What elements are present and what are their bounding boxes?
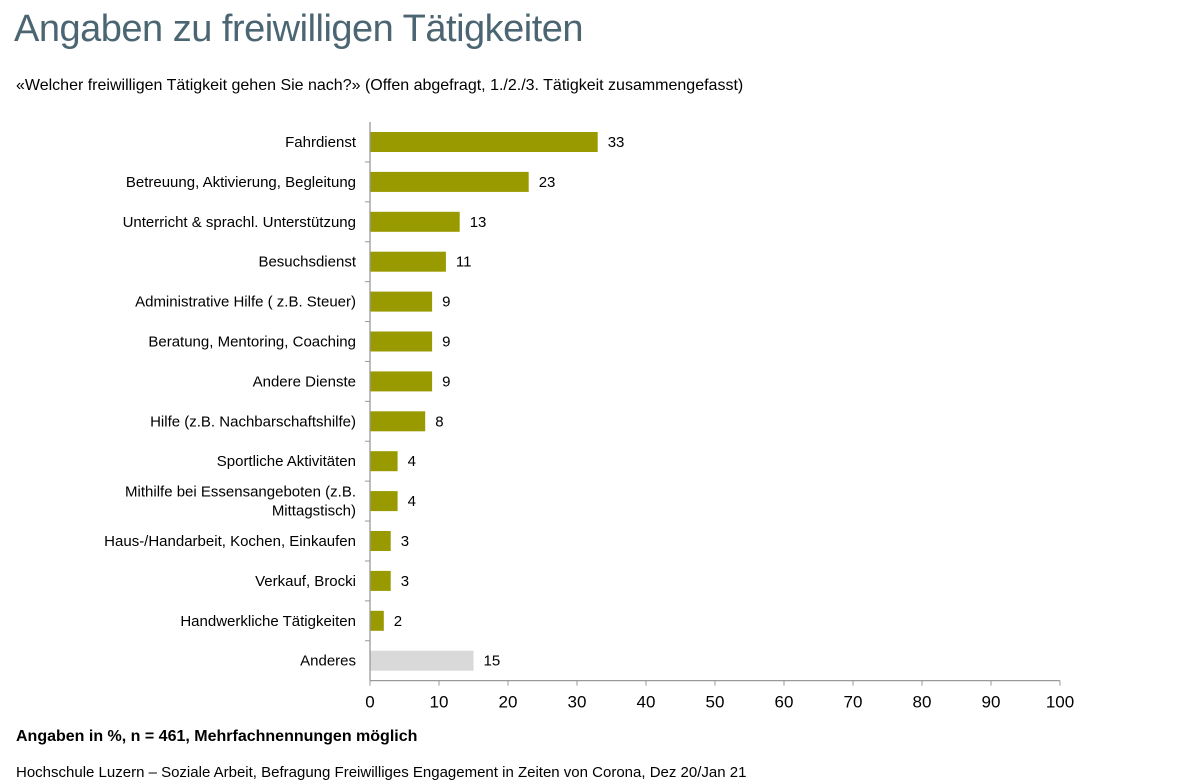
category-label: Unterricht & sprachl. Unterstützung (123, 214, 356, 231)
bar (370, 211, 460, 232)
category-label: Haus-/Handarbeit, Kochen, Einkaufen (104, 533, 356, 550)
bar (370, 251, 446, 272)
chart-note: Angaben in %, n = 461, Mehrfachnennungen… (16, 728, 418, 745)
data-label: 4 (408, 453, 416, 470)
bar (370, 132, 598, 152)
category-label: Andere Dienste (253, 373, 356, 390)
x-tick-label: 60 (775, 693, 794, 712)
category-label: Sportliche Aktivitäten (217, 453, 356, 470)
data-label: 13 (470, 214, 487, 231)
bar (370, 610, 384, 631)
x-tick-label: 100 (1046, 693, 1074, 712)
category-label: Fahrdienst (285, 134, 357, 151)
x-tick-label: 40 (637, 693, 656, 712)
data-label: 3 (401, 573, 409, 590)
x-tick-label: 20 (499, 693, 518, 712)
bar (370, 411, 426, 432)
category-label: Handwerkliche Tätigkeiten (180, 613, 356, 630)
category-label: Anderes (300, 653, 356, 670)
chart-subtitle: «Welcher freiwilligen Tätigkeit gehen Si… (16, 77, 744, 94)
category-label: Mithilfe bei Essensangeboten (z.B. Mittag… (125, 484, 356, 520)
data-label: 15 (484, 653, 501, 670)
bar (370, 371, 433, 392)
bar (370, 171, 529, 192)
category-label: Verkauf, Brocki (255, 573, 356, 590)
bar (370, 331, 433, 352)
category-label: Besuchsdienst (258, 254, 356, 271)
bar (370, 531, 391, 551)
bar (370, 451, 398, 472)
bar (370, 491, 398, 512)
x-tick-label: 90 (982, 693, 1001, 712)
data-label: 11 (456, 254, 472, 271)
data-label: 23 (539, 174, 556, 191)
x-tick-label: 30 (568, 693, 587, 712)
bar (370, 570, 391, 591)
category-label: Administrative Hilfe ( z.B. Steuer) (135, 294, 356, 311)
x-tick-label: 70 (844, 693, 863, 712)
x-tick-label: 80 (913, 693, 932, 712)
data-label: 9 (442, 334, 450, 351)
x-tick-label: 10 (430, 693, 449, 712)
data-label: 3 (401, 533, 409, 550)
data-label: 33 (608, 134, 625, 151)
chart-title: Angaben zu freiwilligen Tätigkeiten (14, 8, 584, 50)
category-label: Beratung, Mentoring, Coaching (148, 334, 356, 351)
data-label: 4 (408, 493, 416, 510)
x-tick-label: 50 (706, 693, 725, 712)
data-label: 8 (435, 413, 443, 430)
data-label: 9 (442, 373, 450, 390)
bar (370, 650, 474, 671)
category-label: Betreuung, Aktivierung, Begleitung (126, 174, 356, 191)
x-tick-label: 0 (365, 693, 374, 712)
category-label: Hilfe (z.B. Nachbarschaftshilfe) (150, 413, 356, 430)
data-label: 2 (394, 613, 402, 630)
bar (370, 291, 433, 312)
data-label: 9 (442, 294, 450, 311)
chart-source: Hochschule Luzern – Soziale Arbeit, Befr… (16, 764, 747, 781)
